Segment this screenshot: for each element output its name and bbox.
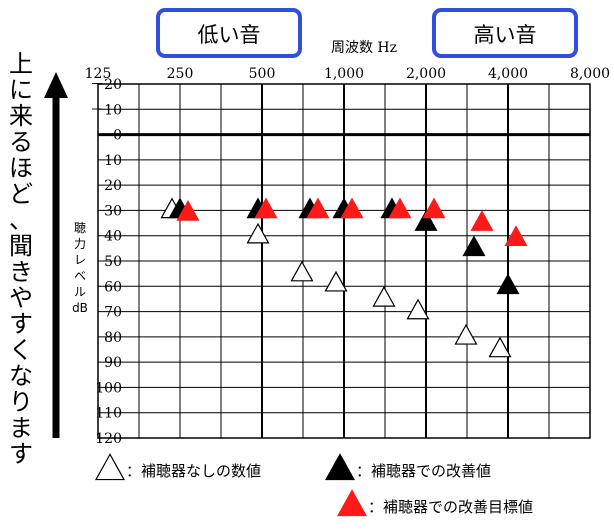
point-triangle-open bbox=[454, 323, 478, 345]
side-text-char: る bbox=[9, 128, 33, 156]
x-axis-label: 周波数 Hz bbox=[331, 40, 397, 56]
y-axis-label-char: レ bbox=[74, 253, 86, 267]
y-tick-label: 70 bbox=[104, 305, 122, 321]
legend-label: ：補聴器なしの数値 bbox=[126, 462, 261, 480]
y-axis-label-char: dB bbox=[72, 301, 88, 315]
side-text-char: に bbox=[9, 76, 33, 104]
y-tick-label: 20 bbox=[104, 178, 122, 194]
y-tick-label: 80 bbox=[104, 330, 122, 346]
side-text-char: ま bbox=[9, 414, 33, 442]
side-text-char: 来 bbox=[9, 102, 33, 130]
x-tick-label: 4,000 bbox=[488, 66, 528, 82]
y-tick-label: 120 bbox=[95, 431, 122, 447]
y-tick-label: 90 bbox=[104, 355, 122, 371]
y-tick-label: 0 bbox=[113, 128, 122, 144]
point-triangle-filled bbox=[414, 210, 438, 231]
point-triangle-filled bbox=[462, 235, 486, 257]
side-text-char: 、 bbox=[9, 206, 33, 234]
y-tick-label: －10 bbox=[90, 102, 122, 118]
high-sound-label: 高い音 bbox=[474, 23, 537, 47]
high-sound-box bbox=[432, 8, 578, 58]
side-text-char: ほ bbox=[9, 154, 33, 182]
point-triangle-open bbox=[372, 285, 396, 307]
y-tick-label: －20 bbox=[90, 77, 122, 93]
x-tick-label: 250 bbox=[167, 66, 194, 82]
chart-grid bbox=[97, 83, 591, 439]
low-sound-label: 低い音 bbox=[198, 23, 261, 47]
side-text-char: き bbox=[9, 258, 33, 286]
side-text-char: ど bbox=[9, 180, 33, 208]
side-text-char: り bbox=[9, 388, 33, 416]
side-text-char: 上 bbox=[9, 50, 33, 78]
side-text-char: 聞 bbox=[9, 232, 33, 260]
legend-label: ：補聴器での改善値 bbox=[356, 462, 491, 480]
side-text-char: す bbox=[9, 440, 33, 468]
y-axis-label-char: 力 bbox=[74, 237, 86, 251]
y-axis-label-char: 聴 bbox=[74, 221, 86, 235]
y-tick-label: 10 bbox=[104, 153, 122, 169]
legend-marker bbox=[336, 489, 368, 517]
data-points bbox=[160, 197, 528, 358]
side-text-char: す bbox=[9, 310, 33, 338]
side-text-char: な bbox=[9, 362, 33, 390]
side-text-char: や bbox=[9, 284, 33, 312]
y-tick-labels: －20 －10 0 10 20 30 40 50 60 70 80 90 100 110 120 bbox=[90, 77, 122, 447]
y-tick-label: 100 bbox=[95, 380, 122, 396]
x-tick-label: 2,000 bbox=[406, 66, 446, 82]
legend: ：補聴器なしの数値 ：補聴器での改善値 ：補聴器での改善目標値 bbox=[94, 453, 533, 517]
y-tick-label: 30 bbox=[104, 203, 122, 219]
point-triangle-filled bbox=[306, 197, 330, 219]
side-text-char: く bbox=[9, 336, 33, 364]
point-triangle-filled bbox=[388, 197, 412, 219]
point-triangle-filled bbox=[340, 197, 364, 219]
x-tick-label: 500 bbox=[249, 66, 276, 82]
point-triangle-filled bbox=[504, 225, 528, 247]
point-triangle-filled bbox=[470, 210, 494, 231]
point-triangle-open bbox=[488, 336, 512, 358]
legend-marker bbox=[94, 453, 126, 481]
y-tick-label: 60 bbox=[104, 279, 122, 295]
point-triangle-open bbox=[246, 222, 270, 244]
point-triangle-filled bbox=[254, 197, 278, 219]
y-tick-label: 110 bbox=[95, 406, 122, 422]
y-axis-label-char: ベ bbox=[74, 269, 86, 283]
point-triangle-filled bbox=[422, 197, 446, 219]
point-triangle-filled bbox=[176, 200, 200, 221]
side-arrow-head bbox=[44, 72, 68, 98]
low-sound-box bbox=[156, 8, 302, 58]
legend-marker bbox=[324, 453, 356, 481]
y-axis-label-char: ル bbox=[74, 285, 86, 299]
point-triangle-open bbox=[406, 298, 430, 320]
y-tick-label: 50 bbox=[104, 254, 122, 270]
x-tick-label: 125 bbox=[85, 66, 112, 82]
point-triangle-open bbox=[324, 270, 348, 292]
point-triangle-filled bbox=[496, 273, 520, 295]
plot-border bbox=[97, 83, 591, 439]
x-tick-label: 1,000 bbox=[324, 66, 364, 82]
x-tick-labels: 125 250 500 1,000 2,000 4,000 8,000 bbox=[85, 66, 610, 82]
point-triangle-open bbox=[290, 260, 314, 282]
legend-label: ：補聴器での改善目標値 bbox=[368, 498, 533, 516]
x-tick-label: 8,000 bbox=[570, 66, 610, 82]
y-tick-label: 40 bbox=[104, 229, 122, 245]
